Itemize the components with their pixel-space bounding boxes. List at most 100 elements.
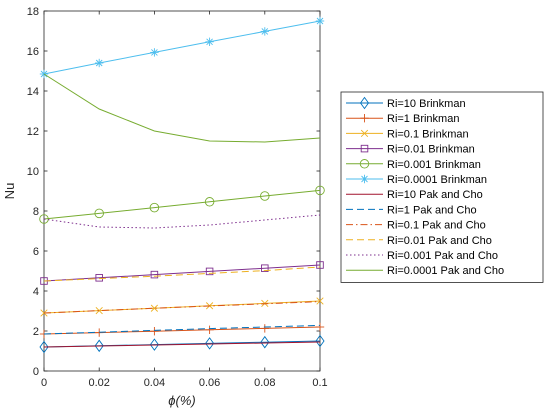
y-tick-label: 8 xyxy=(33,206,39,218)
x-tick-label: 0.02 xyxy=(88,377,109,389)
asterisk-marker-stroke xyxy=(261,28,269,35)
x-tick-label: 0.1 xyxy=(312,377,327,389)
y-tick-label: 4 xyxy=(33,286,39,298)
y-tick-label: 2 xyxy=(33,326,39,338)
legend-label: Ri=0.1 Pak and Cho xyxy=(387,220,486,232)
circle-marker xyxy=(149,202,160,213)
diamond-marker xyxy=(149,338,159,351)
circle-marker xyxy=(315,185,325,196)
x-marker-stroke xyxy=(360,129,369,138)
asterisk-marker xyxy=(260,27,269,36)
square-marker xyxy=(316,261,324,269)
x-axis-label: ϕ(%) xyxy=(168,393,195,408)
x-marker-stroke xyxy=(150,304,159,312)
series-line xyxy=(43,341,321,348)
diamond-marker xyxy=(315,334,325,348)
legend-label: Ri=0.01 Brinkman xyxy=(387,144,475,156)
square-marker xyxy=(95,274,103,282)
legend-entry: Ri=0.0001 Pak and Cho xyxy=(346,265,504,277)
legend-entry: Ri=0.001 Brinkman xyxy=(346,159,481,171)
legend-label: Ri=0.01 Pak and Cho xyxy=(387,235,492,247)
legend-entry: Ri=0.01 Pak and Cho xyxy=(346,235,492,247)
series-5 xyxy=(39,185,325,224)
x-tick-label: 0 xyxy=(41,377,47,389)
series-line xyxy=(43,189,321,220)
asterisk-marker xyxy=(360,174,369,184)
diamond-marker xyxy=(359,96,370,110)
asterisk-marker-stroke xyxy=(206,38,213,46)
y-tick-label: 0 xyxy=(33,366,39,378)
y-tick-label: 14 xyxy=(27,86,39,98)
plus-marker xyxy=(205,325,214,334)
series-line xyxy=(43,324,321,335)
square-marker xyxy=(360,144,369,153)
asterisk-marker-stroke xyxy=(151,49,158,56)
circle-marker xyxy=(359,159,370,169)
circle-marker xyxy=(204,197,215,207)
asterisk-marker-stroke xyxy=(316,17,324,25)
y-tick-label: 6 xyxy=(33,246,39,258)
legend-label: Ri=10 Pak and Cho xyxy=(387,189,483,201)
series-4 xyxy=(40,261,324,285)
plot-background xyxy=(44,11,320,371)
legend-entry: Ri=0.1 Pak and Cho xyxy=(346,220,486,232)
diamond-marker xyxy=(94,339,104,353)
x-tick-label: 0.06 xyxy=(199,377,220,389)
plus-marker xyxy=(360,114,369,123)
legend-label: Ri=1 Pak and Cho xyxy=(387,204,477,216)
series-layer xyxy=(39,16,325,354)
plus-marker xyxy=(150,327,159,336)
x-marker xyxy=(95,306,103,315)
series-line xyxy=(43,73,321,143)
legend-label: Ri=0.0001 Brinkman xyxy=(387,174,487,186)
asterisk-marker xyxy=(150,48,159,57)
x-marker-stroke xyxy=(95,306,103,315)
diamond-marker xyxy=(260,335,270,349)
series-10 xyxy=(43,266,321,282)
legend-label: Ri=10 Brinkman xyxy=(387,98,466,110)
plus-marker xyxy=(315,322,325,332)
square-marker xyxy=(261,264,269,272)
circle-marker xyxy=(94,208,104,219)
legend: Ri=10 Brinkman Ri=1 Brinkman Ri=0.1 Brinkm… xyxy=(340,91,544,283)
legend-entry: Ri=10 Pak and Cho xyxy=(346,189,483,201)
asterisk-marker xyxy=(315,16,325,26)
square-marker xyxy=(205,267,214,276)
y-tick-label: 18 xyxy=(27,6,39,18)
circle-marker xyxy=(39,214,49,224)
plot-area xyxy=(44,11,320,371)
series-7 xyxy=(43,341,321,348)
asterisk-marker xyxy=(95,58,104,68)
legend-entry: Ri=0.001 Pak and Cho xyxy=(346,250,498,262)
legend-label: Ri=0.1 Brinkman xyxy=(387,128,469,140)
legend-entry: Ri=10 Brinkman xyxy=(346,96,466,110)
legend-box xyxy=(340,91,544,283)
diamond-marker xyxy=(205,337,215,350)
circle-marker xyxy=(260,191,270,201)
y-axis-label: Nu xyxy=(2,183,17,200)
x-tick-label: 0.08 xyxy=(254,377,275,389)
legend-entry: Ri=0.0001 Brinkman xyxy=(346,174,487,186)
y-tick-label: 10 xyxy=(27,166,39,178)
legend-entry: Ri=1 Pak and Cho xyxy=(346,204,477,216)
diamond-marker xyxy=(39,340,49,354)
legend-entry: Ri=0.01 Brinkman xyxy=(346,144,475,156)
legend-entry: Ri=0.1 Brinkman xyxy=(346,128,469,140)
plus-marker xyxy=(260,324,269,333)
x-tick-label: 0.04 xyxy=(144,377,165,389)
asterisk-marker-stroke xyxy=(361,175,368,183)
x-marker xyxy=(316,297,324,305)
y-tick-label: 12 xyxy=(27,126,39,138)
asterisk-marker xyxy=(205,37,214,46)
square-marker xyxy=(150,270,159,279)
y-tick-label: 16 xyxy=(27,46,39,58)
axes-box xyxy=(43,10,321,372)
x-marker xyxy=(150,304,159,312)
legend-label: Ri=0.001 Brinkman xyxy=(387,159,481,171)
series-line xyxy=(43,20,321,75)
series-line xyxy=(43,266,321,282)
legend-label: Ri=1 Brinkman xyxy=(387,113,459,125)
series-line xyxy=(43,264,321,282)
x-marker-stroke xyxy=(316,297,324,305)
